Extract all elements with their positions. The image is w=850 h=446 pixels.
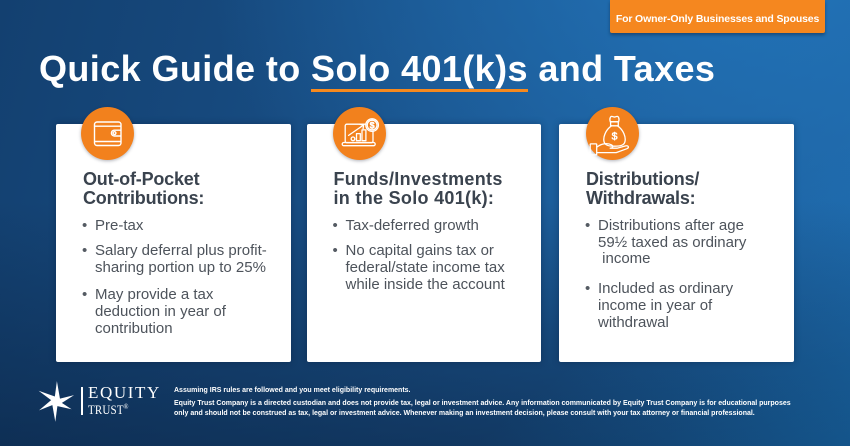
svg-text:$: $ <box>612 130 618 142</box>
svg-text:$: $ <box>369 120 374 130</box>
